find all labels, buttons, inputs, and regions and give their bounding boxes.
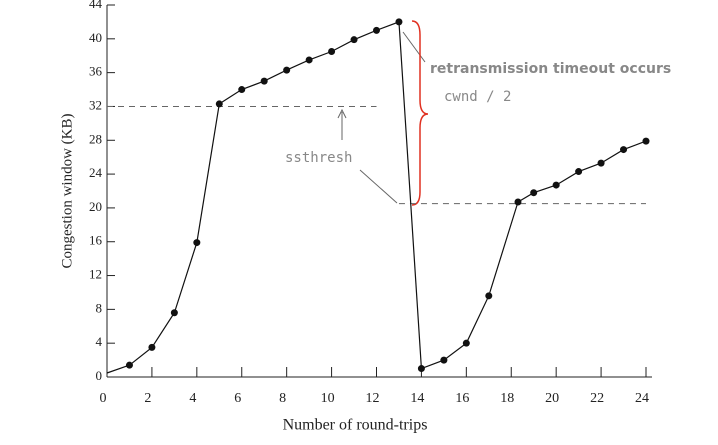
annotation: retransmission timeout occurs: [430, 61, 671, 77]
y-tick-label: 44: [89, 0, 103, 11]
line-start: [106, 364, 130, 374]
x-tick-label: 14: [410, 391, 424, 406]
point: [530, 189, 538, 197]
y-tick-label: 36: [89, 64, 103, 79]
x-tick-label: 16: [455, 391, 469, 406]
point: [350, 36, 358, 44]
arrow: [402, 31, 426, 63]
point: [417, 365, 425, 373]
point: [575, 168, 583, 176]
y-tick-label: 12: [89, 267, 102, 282]
point: [170, 309, 178, 317]
y-axis-label: Congestion window (KB): [59, 114, 75, 269]
y-tick-label: 40: [89, 30, 102, 45]
y-tick-label: 16: [89, 233, 103, 248]
y-tick-label: 4: [96, 334, 103, 349]
x-tick-label: 18: [500, 391, 514, 406]
point: [440, 356, 448, 364]
arrow: [359, 169, 398, 204]
x-tick-label: 24: [635, 391, 649, 406]
line: [129, 21, 647, 370]
point: [395, 18, 403, 26]
x-tick-label: 8: [279, 391, 286, 406]
annotation: ssthresh: [285, 150, 352, 166]
brace: [411, 20, 429, 206]
x-tick-label: 12: [366, 391, 380, 406]
x-tick-label: 10: [321, 391, 335, 406]
point: [283, 66, 291, 74]
point: [148, 343, 156, 351]
point: [462, 339, 470, 347]
y-tick-label: 0: [96, 368, 103, 383]
point: [193, 239, 201, 247]
point: [597, 159, 605, 167]
y-tick-label: 20: [89, 199, 102, 214]
point: [552, 181, 560, 189]
point: [215, 100, 223, 108]
y-tick-label: 8: [96, 300, 103, 315]
x-tick-label: 22: [590, 391, 604, 406]
x-tick-label: 2: [144, 391, 151, 406]
point: [260, 77, 268, 85]
point: [238, 86, 246, 94]
y-tick-label: 24: [89, 165, 103, 180]
x-tick-label: 20: [545, 391, 559, 406]
point: [620, 146, 628, 154]
point: [514, 198, 522, 206]
annotation: cwnd / 2: [444, 89, 511, 105]
x-tick-label: 6: [234, 391, 241, 406]
x-axis-label: Number of round-trips: [283, 417, 428, 434]
y-tick-label: 32: [89, 97, 102, 112]
point: [642, 137, 650, 145]
point: [305, 56, 313, 64]
point: [485, 292, 493, 300]
point: [125, 361, 133, 369]
x-tick-label: 4: [189, 391, 196, 406]
point: [328, 48, 336, 55]
y-tick-label: 28: [89, 131, 102, 146]
x-tick-label: 0: [100, 391, 107, 406]
point: [373, 26, 380, 34]
arrow-head: [337, 108, 347, 119]
